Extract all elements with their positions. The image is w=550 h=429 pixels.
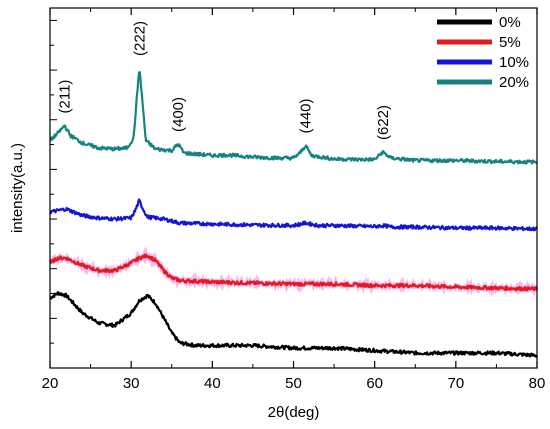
series-line-20%: [49, 71, 538, 165]
peak-label: (211): [57, 80, 74, 114]
legend-label: 5%: [499, 34, 521, 51]
x-axis-title: 2θ(deg): [268, 404, 320, 421]
x-tick-label: 60: [366, 375, 383, 392]
peak-label: (400): [170, 97, 187, 132]
series-layer: [48, 71, 539, 358]
x-tick-label: 70: [447, 375, 464, 392]
peak-label: (440): [298, 98, 315, 133]
legend-label: 10%: [499, 54, 529, 71]
peak-label: (622): [375, 105, 392, 140]
x-tick-label: 30: [123, 375, 140, 392]
x-tick-label: 40: [204, 375, 221, 392]
annotation-layer: (211) (222) (400) (440) (622): [57, 21, 392, 140]
series-line-0%: [49, 291, 538, 358]
legend-label: 20%: [499, 74, 529, 91]
y-axis-title: intensity(a.u.): [9, 143, 26, 233]
peak-label: (222): [131, 21, 148, 56]
series-line-5%: [49, 253, 538, 292]
ticks-layer: 20 30 40 50 60 70 80: [42, 8, 546, 392]
series-line-10%: [49, 198, 538, 232]
x-tick-label: 80: [529, 375, 546, 392]
x-tick-label: 20: [42, 375, 59, 392]
x-tick-label: 50: [285, 375, 302, 392]
legend-label: 0%: [499, 14, 521, 31]
legend: 0% 5% 10% 20%: [437, 14, 529, 91]
